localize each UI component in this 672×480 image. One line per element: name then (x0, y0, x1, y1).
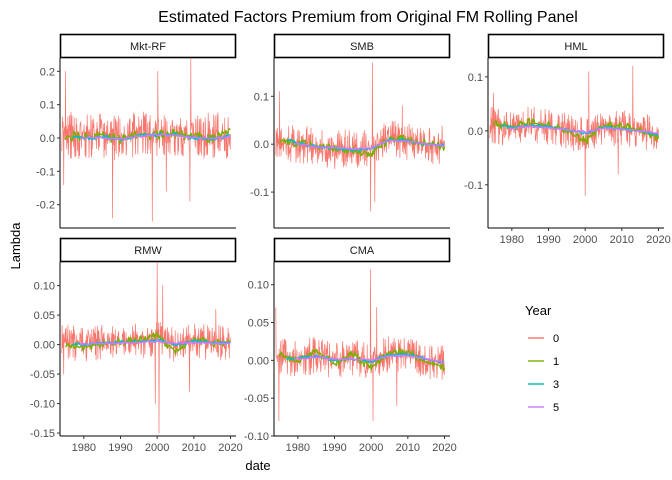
x-tick-label-rmw: 1990 (108, 442, 132, 454)
legend-item-1: 1 (528, 356, 559, 368)
y-tick-label-smb: -0.1 (250, 187, 269, 199)
y-tick-label-rmw: -0.15 (30, 428, 55, 440)
facet-label-mkt-rf: Mkt-RF (130, 41, 166, 53)
plot-area-smb (275, 62, 446, 212)
x-tick-label-hml: 2010 (610, 234, 634, 246)
facet-smb: SMB -0.1 0.0 0.1 (250, 33, 451, 229)
x-tick-label-cma: 2010 (396, 442, 420, 454)
facet-cma: CMA -0.10 -0.05 0.00 0.05 0.10 1980 1990 2000 201… (244, 237, 457, 454)
y-tick-label-mkt-rf: 0.2 (40, 66, 55, 78)
chart-title: Estimated Factors Premium from Original … (158, 9, 578, 26)
series-line-smb-0 (275, 62, 445, 212)
legend: Year 0 1 3 5 (525, 303, 559, 414)
y-tick-label-mkt-rf: 0.0 (40, 133, 55, 145)
series-line-smb-5 (294, 139, 445, 150)
y-tick-label-hml: 0.0 (468, 126, 483, 138)
y-tick-label-cma: 0.00 (248, 355, 269, 367)
facet-strip-cma (273, 237, 451, 263)
y-tick-label-rmw: 0.10 (34, 281, 55, 293)
y-tick-label-hml: 0.1 (468, 72, 483, 84)
y-tick-label-cma: -0.10 (244, 431, 269, 443)
x-axis-title: date (245, 458, 270, 473)
facet-hml: HML -0.1 0.0 0.1 1980 1990 2000 2010 2020 (464, 33, 671, 246)
x-tick-label-rmw: 1980 (72, 442, 96, 454)
legend-label-0: 0 (553, 333, 559, 345)
x-tick-label-rmw: 2020 (218, 442, 242, 454)
facet-panels: Mkt-RF -0.2 -0.1 0.0 0.1 0.2 SMB -0.1 0.0 0.1 HML -… (30, 33, 671, 454)
y-tick-label-rmw: -0.05 (30, 369, 55, 381)
facet-label-rmw: RMW (134, 245, 162, 257)
y-tick-label-cma: 0.05 (248, 318, 269, 330)
x-tick-label-rmw: 2010 (182, 442, 206, 454)
facet-label-cma: CMA (350, 245, 375, 257)
series-line-cma-5 (293, 354, 445, 364)
legend-item-3: 3 (528, 379, 559, 391)
legend-label-3: 3 (553, 379, 559, 391)
legend-item-5: 5 (528, 402, 559, 414)
facet-label-smb: SMB (350, 41, 374, 53)
series-line-cma-0 (275, 269, 445, 422)
facet-strip-mkt-rf (59, 33, 237, 59)
y-tick-label-mkt-rf: -0.2 (36, 200, 55, 212)
y-axis-title: Lambda (8, 222, 23, 270)
y-tick-label-smb: 0.1 (254, 91, 269, 103)
x-tick-label-rmw: 2000 (145, 442, 169, 454)
x-tick-label-hml: 1990 (536, 234, 560, 246)
legend-items: 0 1 3 5 (528, 333, 559, 414)
y-tick-label-rmw: -0.10 (30, 399, 55, 411)
x-tick-label-cma: 2000 (359, 442, 383, 454)
y-tick-label-hml: -0.1 (464, 180, 483, 192)
legend-label-5: 5 (553, 402, 559, 414)
x-tick-label-hml: 2020 (646, 234, 670, 246)
y-tick-label-rmw: 0.05 (34, 310, 55, 322)
plot-area-hml (489, 65, 660, 196)
y-tick-label-rmw: 0.00 (34, 340, 55, 352)
y-tick-label-smb: 0.0 (254, 139, 269, 151)
y-tick-label-mkt-rf: -0.1 (36, 166, 55, 178)
x-tick-label-cma: 1990 (322, 442, 346, 454)
x-tick-label-hml: 2000 (573, 234, 597, 246)
series-line-hml-5 (507, 125, 659, 135)
facet-strip-hml (487, 33, 665, 59)
plot-area-cma (275, 269, 446, 422)
x-tick-label-cma: 2020 (432, 442, 456, 454)
series-line-mkt-rf-5 (79, 132, 231, 140)
facet-rmw: RMW -0.15 -0.10 -0.05 0.00 0.05 0.10 1980 1990 20… (30, 237, 243, 454)
facet-mkt-rf: Mkt-RF -0.2 -0.1 0.0 0.1 0.2 (36, 33, 237, 229)
y-tick-label-cma: -0.05 (244, 393, 269, 405)
y-tick-label-mkt-rf: 0.1 (40, 100, 55, 112)
x-tick-label-cma: 1980 (286, 442, 310, 454)
plot-area-mkt-rf (61, 58, 231, 222)
y-tick-label-cma: 0.10 (248, 280, 269, 292)
legend-item-0: 0 (528, 333, 559, 345)
facet-strip-rmw (59, 237, 237, 263)
facet-strip-smb (273, 33, 451, 59)
facet-label-hml: HML (564, 41, 587, 53)
x-tick-label-hml: 1980 (500, 234, 524, 246)
legend-title: Year (525, 303, 552, 318)
series-line-rmw-5 (80, 339, 231, 346)
plot-area-rmw (61, 262, 231, 434)
legend-label-1: 1 (553, 356, 559, 368)
series-line-mkt-rf-0 (61, 58, 231, 222)
